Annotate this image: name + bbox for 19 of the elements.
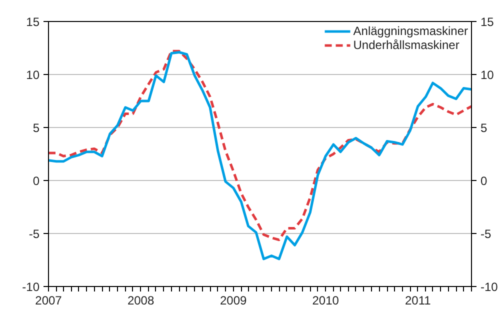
x-tick-label: 2008 xyxy=(127,294,154,308)
y2-tick-label: -10 xyxy=(480,280,498,294)
y-tick-label: -10 xyxy=(22,280,40,294)
x-tick-label: 2010 xyxy=(312,294,340,308)
y-tick-label: 15 xyxy=(26,15,40,29)
y-tick-label: 10 xyxy=(26,68,40,82)
x-tick-label: 2009 xyxy=(220,294,247,308)
y2-tick-label: 15 xyxy=(480,15,494,29)
x-tick-label: 2011 xyxy=(404,294,432,308)
legend-label: Anläggningsmaskiner xyxy=(353,24,468,38)
y2-tick-label: 10 xyxy=(480,68,494,82)
y2-tick-label: 0 xyxy=(480,174,488,188)
y-tick-label: 0 xyxy=(32,174,40,188)
y-tick-label: -5 xyxy=(28,227,40,241)
legend-label: Underhållsmaskiner xyxy=(353,38,460,52)
y2-tick-label: 5 xyxy=(480,121,488,135)
y-tick-label: 5 xyxy=(32,121,40,135)
x-tick-label: 2007 xyxy=(35,294,62,308)
y2-tick-label: -5 xyxy=(480,227,492,241)
